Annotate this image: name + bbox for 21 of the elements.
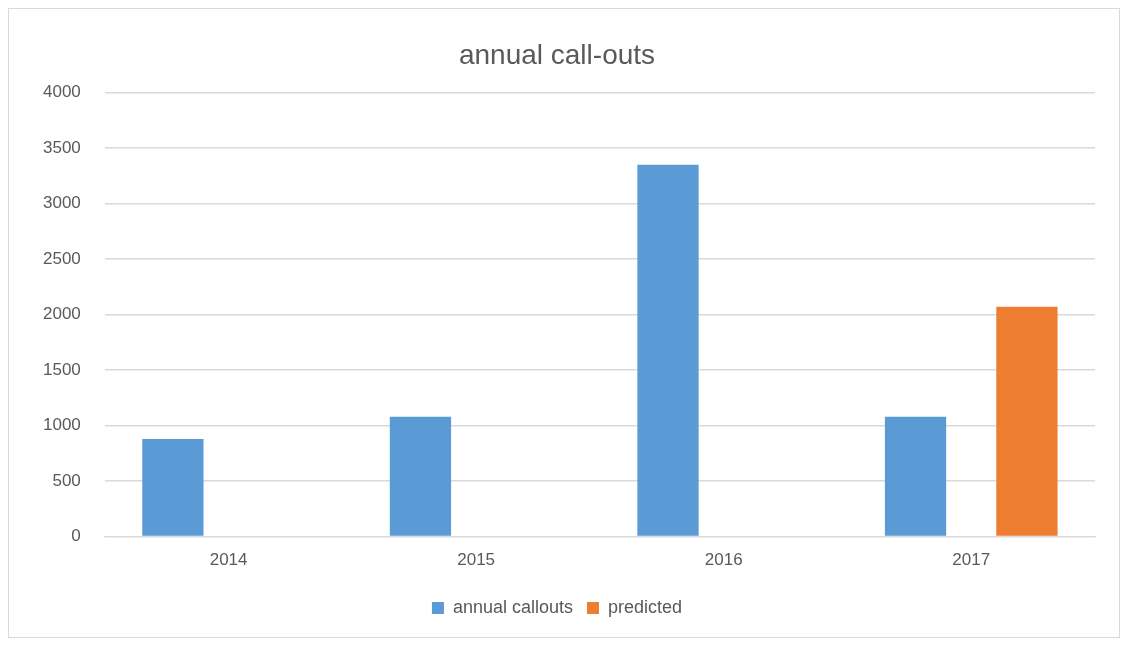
chart-title: annual call-outs [458,38,656,70]
bar [996,306,1058,536]
x-tick-label: 2016 [704,550,743,570]
y-tick-label: 500 [52,470,81,490]
legend-label: annual callouts [452,596,574,617]
y-tick-label: 4000 [42,82,81,102]
x-tick-label: 2017 [952,550,991,570]
bar [389,416,452,536]
y-tick-label: 1500 [42,359,81,379]
y-tick-label: 3000 [42,193,81,213]
y-tick-label: 2000 [42,304,81,324]
x-tick-label: 2015 [457,550,496,570]
y-tick-label: 3500 [42,137,81,157]
y-tick-label: 1000 [42,415,81,435]
x-tick-label: 2014 [209,550,248,570]
bar [142,438,204,536]
y-tick-label: 0 [71,526,81,546]
y-tick-label: 2500 [42,248,81,268]
bar [884,416,947,536]
legend-label: predicted [608,596,683,617]
bar [637,164,699,536]
